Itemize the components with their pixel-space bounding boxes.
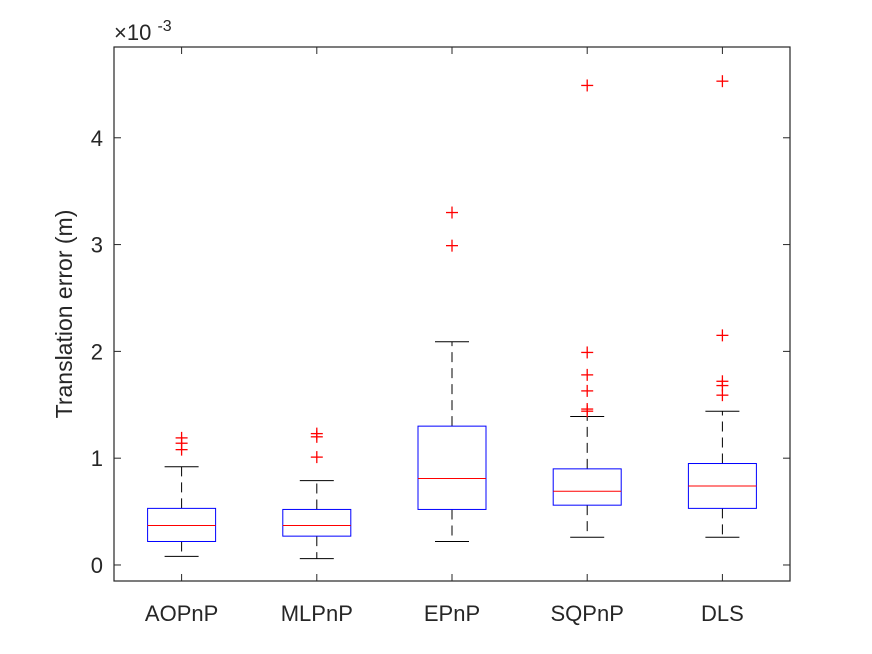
outlier-marker <box>581 79 594 92</box>
outlier-marker <box>310 427 323 440</box>
boxes <box>147 75 757 560</box>
x-tick-label: DLS <box>701 601 744 626</box>
box-dls <box>687 75 757 538</box>
exponent-power: -3 <box>157 18 171 35</box>
outlier-marker <box>581 403 594 416</box>
y-tick-label: 3 <box>91 233 103 258</box>
outlier-marker <box>716 375 729 388</box>
box-epnp <box>417 206 487 542</box>
y-axis-exponent: ×10 -3 <box>114 18 172 45</box>
x-axis-ticks: AOPnP MLPnP EPnP SQPnP DLS <box>145 47 744 626</box>
box-sqpnp <box>552 79 622 538</box>
iqr-box <box>282 508 352 537</box>
y-axis-ticks: 0 1 2 3 4 <box>91 126 790 578</box>
box-mlpnp <box>282 427 352 560</box>
y-tick-label: 0 <box>91 553 103 578</box>
outlier-marker <box>581 368 594 381</box>
iqr-box <box>417 425 487 510</box>
x-tick-label: SQPnP <box>551 601 624 626</box>
outlier-marker <box>446 206 458 219</box>
box-aopnp <box>147 431 217 557</box>
x-tick-label: MLPnP <box>281 601 353 626</box>
y-tick-label: 1 <box>91 446 103 471</box>
x-tick-label: AOPnP <box>145 601 218 626</box>
outlier-marker <box>716 75 729 88</box>
y-tick-label: 2 <box>91 339 103 364</box>
y-tick-label: 4 <box>91 126 103 151</box>
y-axis-label: Translation error (m) <box>51 210 77 419</box>
exponent-base: ×10 <box>114 20 151 45</box>
iqr-box <box>552 468 622 506</box>
outlier-marker <box>175 431 188 444</box>
x-tick-label: EPnP <box>424 601 480 626</box>
outlier-marker <box>310 451 323 464</box>
iqr-box <box>147 507 217 542</box>
outlier-marker <box>716 329 729 342</box>
outlier-marker <box>446 239 458 252</box>
outlier-marker <box>581 384 594 397</box>
outlier-marker <box>581 346 594 359</box>
